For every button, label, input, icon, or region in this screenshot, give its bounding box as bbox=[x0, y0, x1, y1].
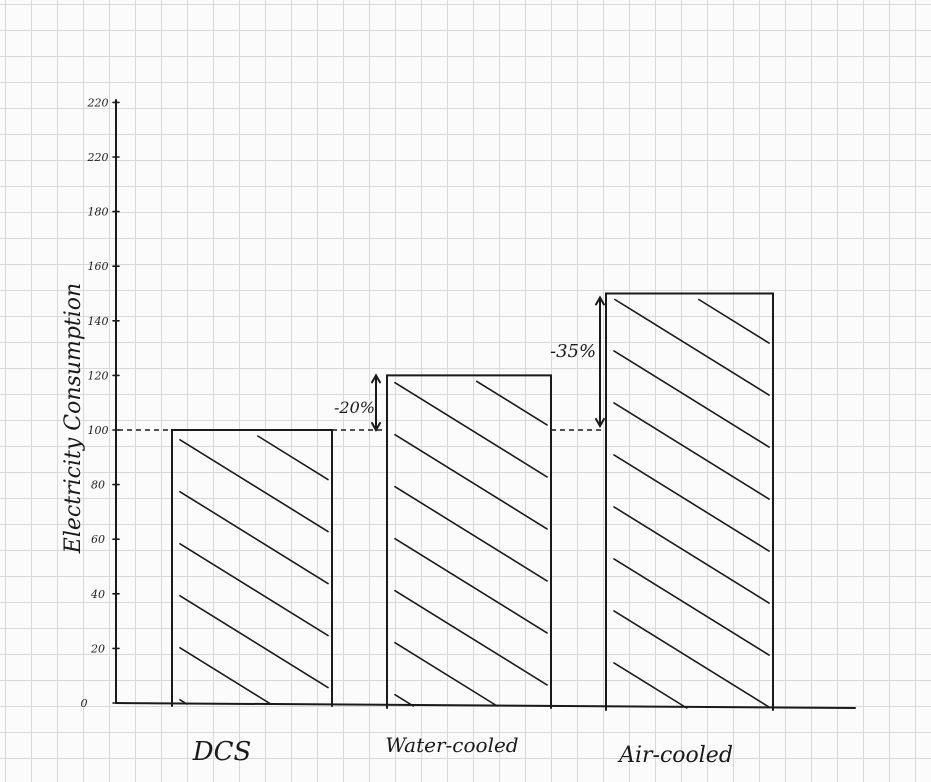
y-tick-label: 40 bbox=[90, 588, 105, 601]
arrow-head bbox=[595, 418, 605, 429]
y-tick-label: 180 bbox=[88, 206, 109, 219]
category-label: DCS bbox=[192, 737, 252, 767]
hatch-stroke bbox=[257, 435, 329, 481]
hatch-stroke bbox=[179, 646, 272, 705]
hatch-stroke bbox=[394, 485, 548, 582]
hatch-stroke bbox=[394, 381, 548, 478]
y-tick-label: 160 bbox=[88, 260, 109, 273]
hatch-stroke bbox=[613, 610, 770, 708]
arrow-head bbox=[371, 373, 381, 384]
hatch-stroke bbox=[179, 594, 329, 689]
y-tick-label: 80 bbox=[91, 479, 105, 492]
bar-dcs bbox=[171, 429, 333, 707]
y-tick-label: 120 bbox=[88, 369, 109, 382]
y-tick-label: 0 bbox=[81, 697, 88, 710]
x-axis bbox=[115, 702, 856, 709]
bar-water-cooled bbox=[386, 374, 552, 709]
y-tick-label: 60 bbox=[91, 533, 105, 546]
y-axis-label: Electricity Consumption bbox=[61, 283, 86, 554]
hatch-stroke bbox=[394, 433, 548, 530]
hatch-stroke bbox=[394, 537, 548, 634]
hatch-stroke bbox=[179, 542, 329, 637]
hatch-stroke bbox=[613, 506, 770, 604]
arrow-head bbox=[371, 422, 381, 433]
annotations: -20% -35% bbox=[334, 295, 605, 433]
bars-layer bbox=[171, 292, 774, 711]
category-label: Air-cooled bbox=[617, 743, 733, 768]
hatch-stroke bbox=[613, 402, 770, 500]
category-label: Water-cooled bbox=[385, 733, 518, 757]
y-tick-label: 220 bbox=[87, 151, 109, 164]
percent-annotation: -20% bbox=[334, 398, 375, 417]
hatch-stroke bbox=[179, 490, 329, 585]
hatch-stroke bbox=[613, 454, 770, 552]
percent-annotation: -35% bbox=[550, 341, 596, 362]
axes-layer bbox=[115, 99, 856, 709]
hatch-layer bbox=[179, 298, 770, 709]
bar-air-cooled bbox=[605, 292, 774, 711]
y-tick-label: 140 bbox=[88, 315, 109, 328]
y-tick-labels: 0 20 40 60 80 100 120 140 160 180 220 220 bbox=[81, 96, 120, 710]
hatch-stroke bbox=[394, 641, 498, 707]
hatch-stroke bbox=[698, 298, 770, 344]
hatch-stroke bbox=[613, 350, 770, 448]
hatch-stroke bbox=[613, 662, 688, 709]
hatch-stroke bbox=[613, 558, 770, 656]
y-tick-label: 20 bbox=[90, 642, 105, 655]
y-tick-label: 220 bbox=[87, 96, 109, 109]
arrow-head bbox=[595, 295, 605, 306]
hatch-stroke bbox=[394, 589, 548, 686]
category-labels: DCS Water-cooled Air-cooled bbox=[192, 733, 733, 768]
hatch-stroke bbox=[614, 298, 770, 396]
y-tick-label: 100 bbox=[88, 424, 109, 437]
hatch-stroke bbox=[476, 380, 548, 426]
hatch-stroke bbox=[179, 438, 329, 533]
